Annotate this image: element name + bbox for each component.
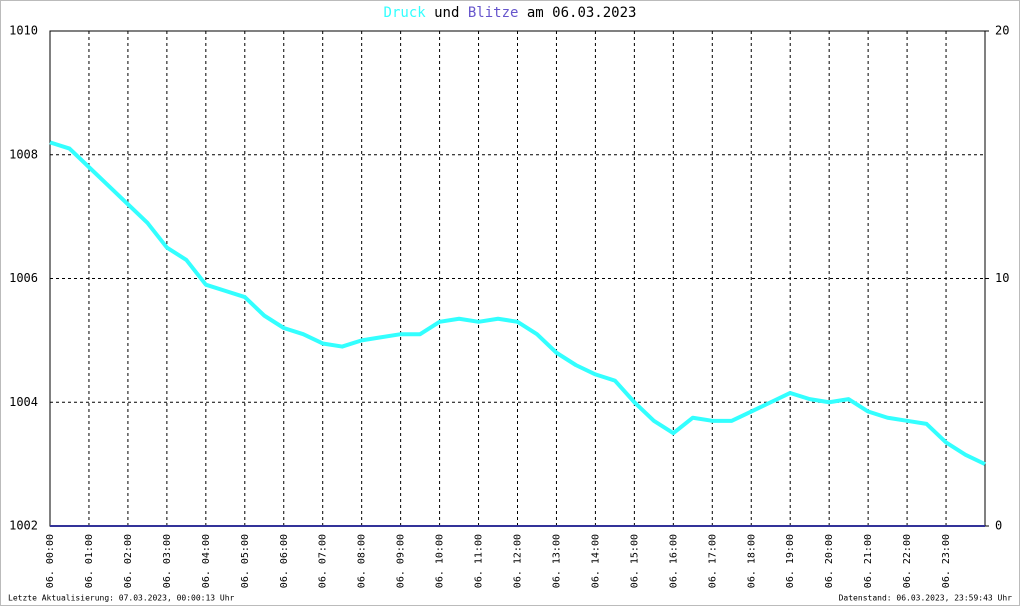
x-tick-label: 06. 00:00 (45, 534, 56, 588)
x-tick-label: 06. 20:00 (824, 534, 835, 588)
x-tick-label: 06. 15:00 (629, 534, 640, 588)
x-tick-label: 06. 02:00 (123, 534, 134, 588)
x-tick-label: 06. 23:00 (941, 534, 952, 588)
x-tick-label: 06. 13:00 (551, 534, 562, 588)
title-connector: und (434, 5, 459, 21)
y-tick-label: 1006 (9, 271, 38, 285)
title-druck: Druck (384, 5, 427, 21)
series-line (49, 140, 986, 466)
x-tick-label: 06. 03:00 (162, 534, 173, 588)
x-tick-label: 06. 21:00 (863, 534, 874, 588)
y2-tick-label: 20 (995, 24, 1009, 38)
x-tick-label: 06. 19:00 (785, 534, 796, 588)
chart-title: Druck und Blitze am 06.03.2023 (384, 5, 637, 21)
x-tick-label: 06. 08:00 (357, 534, 368, 588)
x-tick-label: 06. 05:00 (240, 534, 251, 588)
x-tick-label: 06. 18:00 (746, 534, 757, 588)
x-tick-label: 06. 07:00 (318, 534, 329, 588)
title-blitze: Blitze (468, 5, 519, 21)
footer-left: Letzte Aktualisierung: 07.03.2023, 00:00… (8, 594, 235, 603)
title-suffix: am 06.03.2023 (527, 5, 637, 21)
y-tick-label: 1008 (9, 147, 38, 161)
y2-tick-label: 10 (995, 271, 1009, 285)
x-tick-label: 06. 09:00 (396, 534, 407, 588)
x-tick-label: 06. 11:00 (474, 534, 485, 588)
x-tick-label: 06. 06:00 (279, 534, 290, 588)
x-tick-label: 06. 04:00 (201, 534, 212, 588)
y-tick-label: 1004 (9, 395, 38, 409)
x-tick-label: 06. 16:00 (668, 534, 679, 588)
x-tick-label: 06. 22:00 (902, 534, 913, 588)
footer-right: Datenstand: 06.03.2023, 23:59:43 Uhr (839, 594, 1013, 603)
x-tick-label: 06. 12:00 (513, 534, 524, 588)
x-tick-label: 06. 14:00 (590, 534, 601, 588)
y2-tick-label: 0 (995, 519, 1002, 533)
x-tick-label: 06. 01:00 (84, 534, 95, 588)
y-tick-label: 1002 (9, 519, 38, 533)
x-tick-label: 06. 17:00 (707, 534, 718, 588)
x-tick-label: 06. 10:00 (435, 534, 446, 588)
y-tick-label: 1010 (9, 24, 38, 38)
